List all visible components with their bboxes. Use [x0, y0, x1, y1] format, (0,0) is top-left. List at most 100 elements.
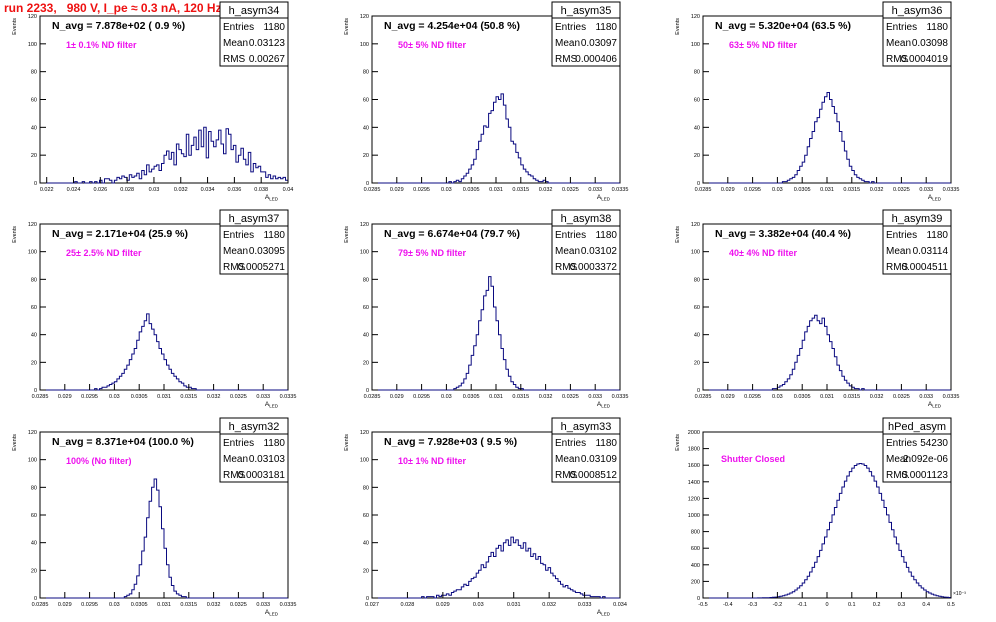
x-tick-label: 0.038: [254, 187, 268, 193]
y-tick-label: 0: [697, 181, 700, 187]
x-tick-label: 0.03: [149, 187, 160, 193]
filter-annotation: Shutter Closed: [721, 454, 785, 464]
y-axis-title: Events: [12, 18, 18, 35]
n-avg-label: N_avg = 3.382e+04 (40.4 %): [715, 228, 851, 240]
y-tick-label: 0: [34, 181, 37, 187]
histogram-line: [40, 313, 288, 391]
x-tick-label: -0.3: [748, 602, 757, 608]
y-tick-label: 2000: [688, 430, 700, 436]
histogram-panel-h_asym34: 0 20 40 60 80 100 120 0.022 0.024 0.026 0.028 0.03 0…: [12, 1, 293, 202]
histogram-line: [703, 463, 952, 599]
stats-rms-value: 0.0003372: [570, 262, 618, 273]
histogram-line: [40, 478, 288, 599]
y-tick-label: 100: [691, 42, 700, 48]
y-tick-label: 40: [363, 125, 369, 131]
x-tick-label: 0.03: [441, 187, 452, 193]
stats-box: h_asym33 Entries 1180 Mean 0.03109RMS0.00085…: [551, 417, 621, 483]
y-tick-label: 1000: [688, 513, 700, 519]
y-tick-label: 120: [360, 222, 369, 228]
x-tick-label: 0.031: [507, 602, 521, 608]
stats-box-frame: [219, 417, 289, 483]
x-tick-label: 0.029: [390, 187, 404, 193]
stats-box-title: h_asym39: [892, 213, 943, 225]
y-axis-title: Events: [675, 18, 681, 35]
y-axis-title: Events: [344, 18, 350, 35]
y-tick-label: 20: [694, 360, 700, 366]
stats-entries-label: Entries: [555, 230, 586, 241]
stats-box-frame: [882, 209, 952, 275]
y-tick-label: 100: [360, 42, 369, 48]
x-tick-label: 0.0285: [32, 602, 49, 608]
x-tick-label: 0: [825, 602, 828, 608]
y-tick-label: 0: [697, 388, 700, 394]
x-axis-title-subscript: LED: [601, 612, 611, 617]
y-tick-label: 0: [34, 388, 37, 394]
x-tick-label: 0.0295: [81, 394, 98, 400]
y-tick-label: 80: [694, 70, 700, 76]
x-tick-label: 0.4: [922, 602, 930, 608]
y-tick-label: 100: [360, 250, 369, 256]
x-tick-label: -0.4: [723, 602, 732, 608]
y-tick-label: 120: [691, 14, 700, 20]
histogram-line: [40, 126, 289, 184]
stats-mean-label: Mean: [555, 454, 580, 465]
y-tick-label: 120: [28, 222, 37, 228]
y-tick-label: 80: [31, 485, 37, 491]
stats-entries-label: Entries: [886, 438, 917, 449]
x-tick-label: 0.033: [919, 394, 933, 400]
stats-rms-value: 0.0008512: [570, 470, 618, 481]
stats-entries-value: 1180: [263, 438, 285, 449]
x-tick-label: 0.0295: [744, 187, 761, 193]
x-tick-label: 0.032: [539, 187, 553, 193]
x-tick-label: 0.03: [109, 602, 120, 608]
x-tick-label: 0.032: [207, 394, 221, 400]
stats-box-frame: [551, 209, 621, 275]
x-axis-title-subscript: LED: [932, 197, 942, 202]
y-tick-label: 60: [31, 513, 37, 519]
stats-mean-value: 0.03103: [249, 454, 286, 465]
x-tick-label: 0.029: [721, 394, 735, 400]
filter-annotation: 40± 4% ND filter: [729, 248, 797, 258]
histogram-line: [372, 93, 620, 184]
n-avg-label: N_avg = 2.171e+04 (25.9 %): [52, 228, 188, 240]
x-tick-label: 0.0325: [562, 187, 579, 193]
y-tick-label: 60: [31, 98, 37, 104]
stats-box-frame: [551, 1, 621, 67]
y-tick-label: 100: [28, 250, 37, 256]
y-tick-label: 60: [694, 305, 700, 311]
histogram-line: [703, 92, 951, 184]
stats-mean-label: Mean: [223, 246, 248, 257]
x-tick-label: 0.0305: [463, 394, 480, 400]
stats-rms-label: RMS: [886, 470, 909, 481]
x-tick-label: 0.033: [256, 394, 270, 400]
x-tick-label: -0.1: [797, 602, 806, 608]
stats-rms-value: 0.0004019: [901, 54, 949, 65]
y-tick-label: 60: [694, 98, 700, 104]
stats-box-frame: [551, 417, 621, 483]
y-tick-label: 100: [28, 42, 37, 48]
stats-rms-label: RMS: [886, 262, 909, 273]
stats-box-title: hPed_asym: [888, 421, 946, 433]
stats-box: h_asym39 Entries 1180 Mean 0.03114 RMS0.00045…: [882, 209, 952, 275]
stats-box-frame: [882, 417, 952, 483]
n-avg-label: N_avg = 7.928e+03 ( 9.5 %): [384, 436, 517, 448]
stats-box: h_asym37 Entries 1180 Mean 0.03095RMS0.00052…: [219, 209, 289, 275]
x-tick-label: -0.2: [773, 602, 782, 608]
x-tick-label: 0.0305: [463, 187, 480, 193]
stats-box-title: h_asym36: [892, 5, 943, 17]
n-avg-label: N_avg = 8.371e+04 (100.0 %): [52, 436, 194, 448]
y-tick-label: 80: [31, 277, 37, 283]
x-tick-label: 0.031: [489, 394, 503, 400]
stats-mean-value: 0.03098: [912, 38, 949, 49]
histogram-panel-h_asym37: 0 20 40 60 80 100 120 0.0285 0.029 0.0295 0.03 0.03…: [12, 209, 296, 409]
stats-box-frame: [219, 209, 289, 275]
histogram-line: [372, 536, 620, 599]
x-tick-label: 0.033: [588, 394, 602, 400]
x-axis-title-subscript: LED: [932, 404, 942, 409]
stats-mean-value: 0.03102: [581, 246, 618, 257]
x-tick-label: 0.034: [613, 602, 627, 608]
stats-entries-value: 1180: [926, 230, 948, 241]
x-axis-title-subscript: LED: [269, 612, 279, 617]
x-tick-label: 0.0315: [180, 602, 197, 608]
